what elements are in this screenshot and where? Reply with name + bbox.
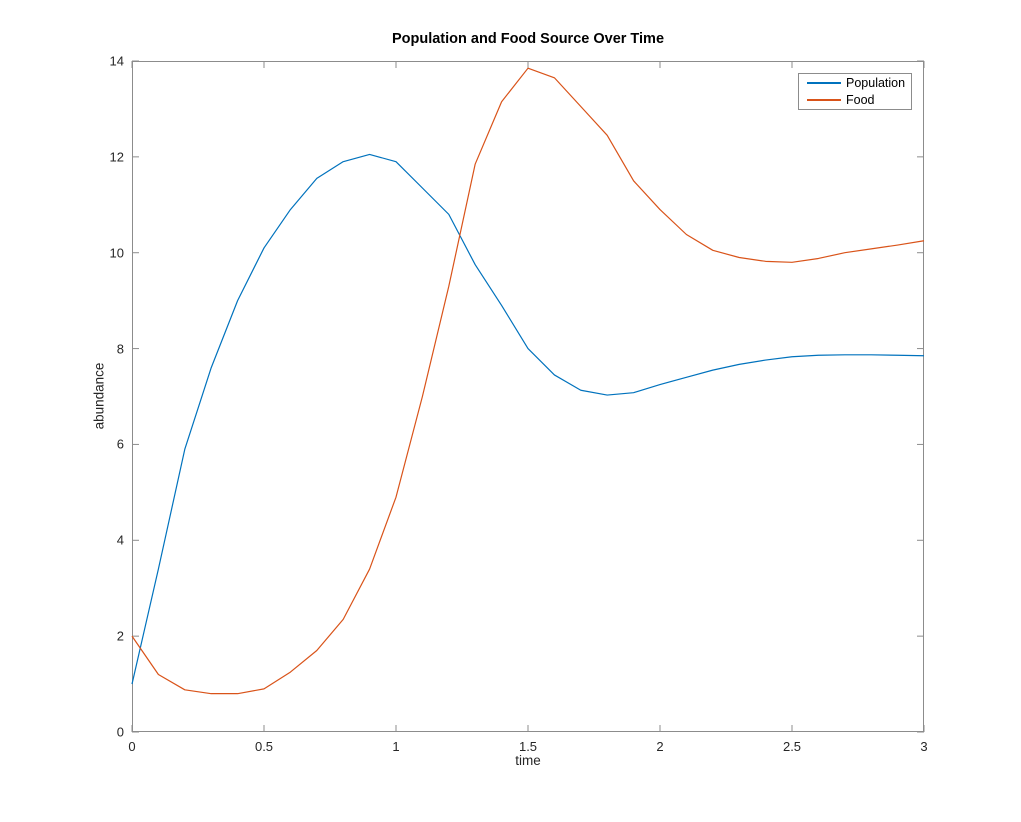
series-line-population: [131, 153, 925, 685]
x-tick-label: 1: [392, 739, 400, 754]
y-tick-label: 14: [109, 53, 124, 69]
chart-title: Population and Food Source Over Time: [391, 31, 665, 47]
x-axis-label: time: [515, 753, 541, 768]
x-tick-label: 2.5: [782, 739, 802, 754]
y-tick-label: 12: [109, 149, 124, 165]
y-tick-label: 6: [116, 436, 124, 452]
legend-entry-population: Population: [807, 75, 911, 90]
x-tick-label: 2: [656, 739, 664, 754]
population-line-swatch: [807, 82, 841, 84]
y-tick-label: 4: [116, 532, 124, 548]
plot-area: [131, 60, 925, 733]
y-tick-label: 2: [116, 628, 124, 644]
series-line-food: [131, 67, 925, 695]
x-tick-label: 0: [128, 739, 136, 754]
axes-box: [132, 61, 924, 732]
y-tick-label: 0: [116, 724, 124, 740]
y-tick-label: 8: [116, 341, 124, 357]
legend: Population Food: [798, 73, 912, 110]
legend-label-food: Food: [846, 92, 875, 107]
legend-entry-food: Food: [807, 92, 911, 107]
food-line-swatch: [807, 99, 841, 101]
chart-canvas: [131, 60, 925, 733]
x-tick-label: 0.5: [254, 739, 274, 754]
y-axis-label: abundance: [91, 362, 107, 430]
y-tick-label: 10: [109, 245, 124, 261]
x-tick-label: 1.5: [518, 739, 538, 754]
x-tick-label: 3: [920, 739, 928, 754]
legend-label-population: Population: [846, 75, 906, 90]
